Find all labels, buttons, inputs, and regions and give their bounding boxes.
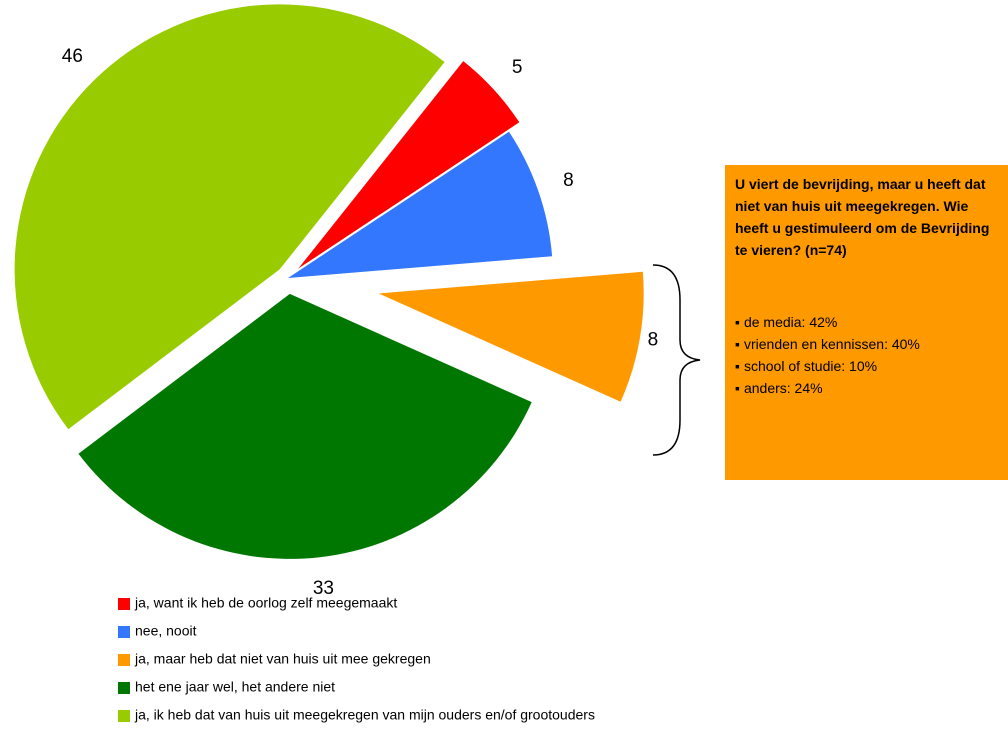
pie-slice	[288, 131, 553, 278]
legend-label: ja, maar heb dat niet van huis uit mee g…	[134, 651, 431, 667]
legend: ja, want ik heb de oorlog zelf meegemaak…	[118, 595, 595, 723]
annotation-item: school of studie: 10%	[735, 355, 998, 377]
data-label: 8	[563, 170, 574, 191]
pie-slice	[378, 271, 644, 402]
annotation-item: vrienden en kennissen: 40%	[735, 333, 998, 355]
pie-slice	[78, 293, 532, 559]
legend-swatch	[118, 682, 130, 694]
pie-slice	[14, 4, 445, 430]
data-label: 5	[512, 57, 523, 78]
legend-swatch	[118, 626, 130, 638]
annotation-item: de media: 42%	[735, 311, 998, 333]
legend-swatch	[118, 654, 130, 666]
data-label: 33	[313, 578, 334, 599]
pie-slice	[298, 61, 520, 269]
legend-swatch	[118, 598, 130, 610]
annotation-item: anders: 24%	[735, 377, 998, 399]
legend-label: het ene jaar wel, het andere niet	[135, 679, 335, 695]
legend-label: ja, ik heb dat van huis uit meegekregen …	[134, 707, 595, 723]
brace	[652, 264, 701, 456]
legend-label: nee, nooit	[135, 623, 197, 639]
annotation-title: U viert de bevrijding, maar u heeft dat …	[735, 176, 990, 258]
data-label: 8	[648, 329, 659, 350]
legend-swatch	[118, 710, 130, 722]
annotation-list: de media: 42% vrienden en kennissen: 40%…	[735, 311, 998, 399]
legend-label: ja, want ik heb de oorlog zelf meegemaak…	[134, 595, 397, 611]
data-label: 46	[62, 46, 83, 67]
annotation-box: U viert de bevrijding, maar u heeft dat …	[725, 165, 1008, 480]
